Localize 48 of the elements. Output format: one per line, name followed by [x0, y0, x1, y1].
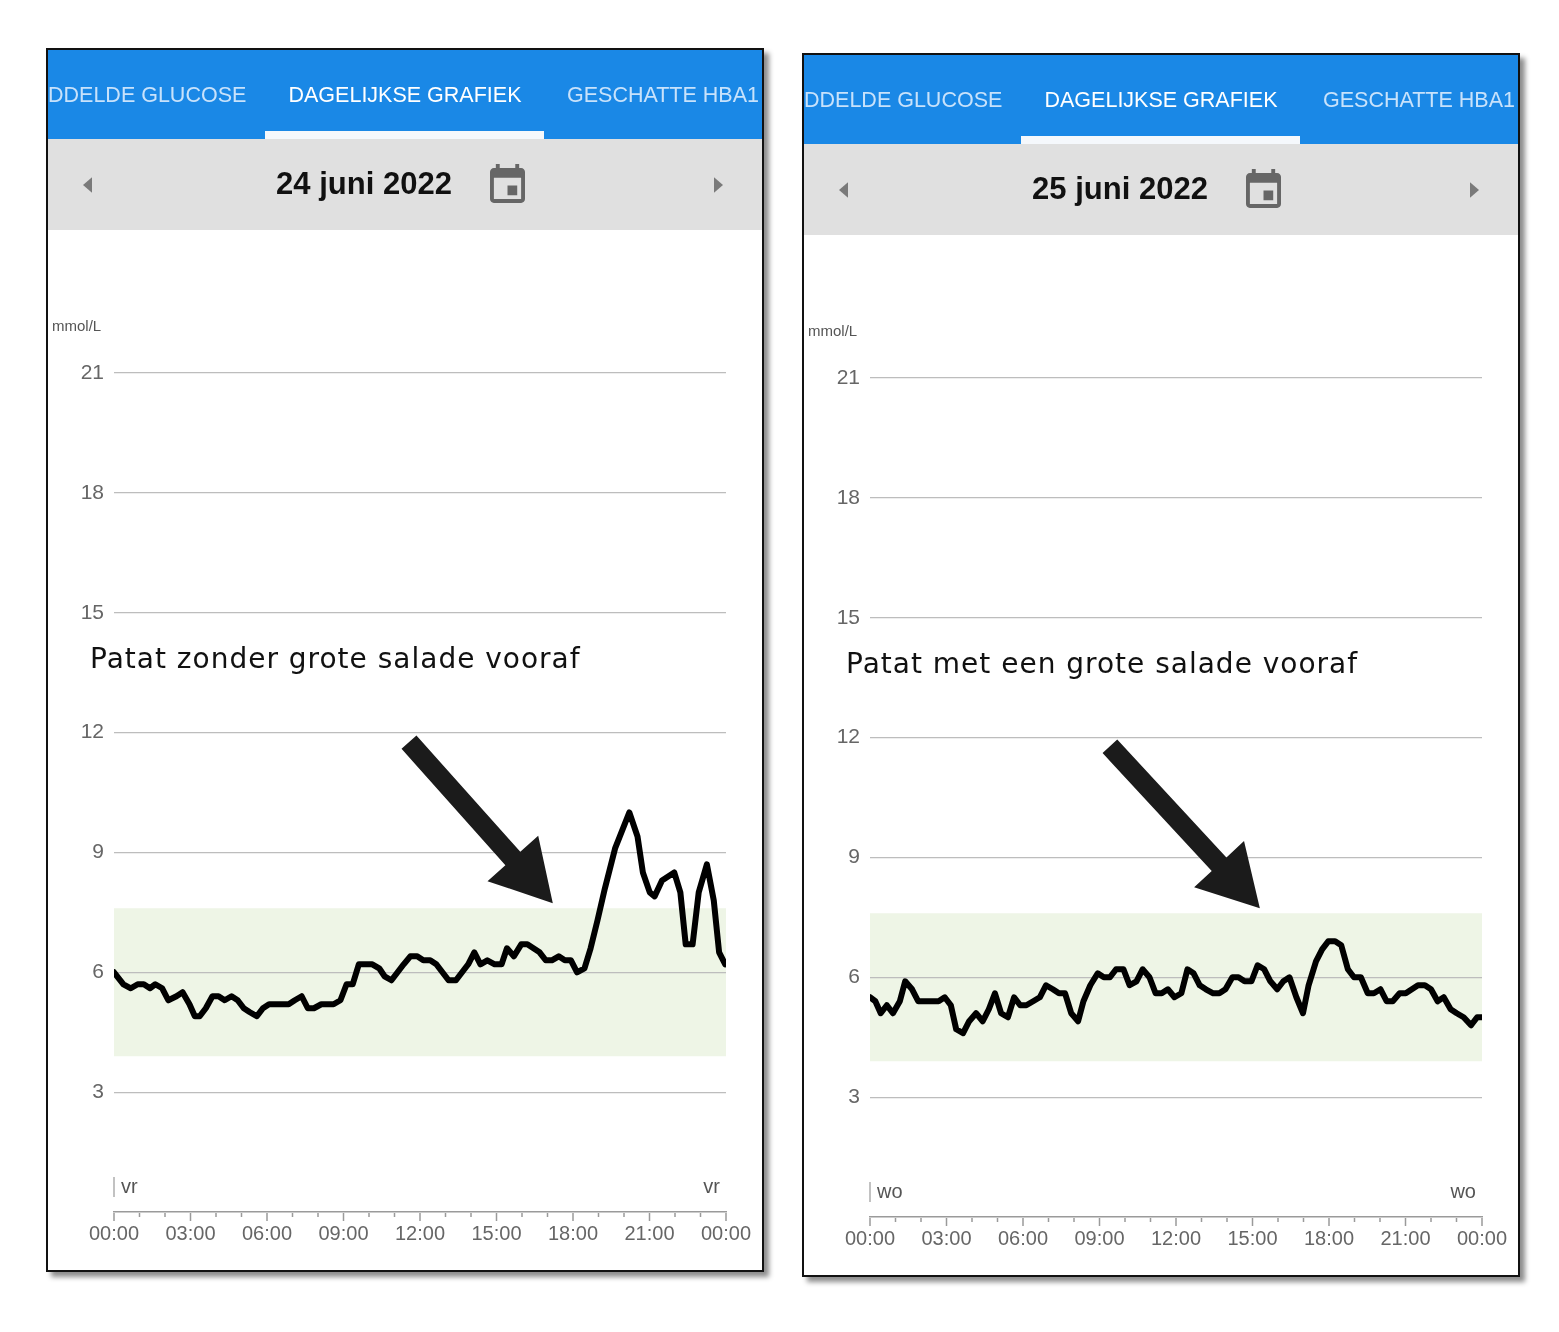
- x-tick-label: 00:00: [1456, 1226, 1508, 1249]
- chart-title: 24 juni 2022: [276, 165, 452, 203]
- x-tick-label: 21:00: [1380, 1226, 1431, 1249]
- x-tick-label: 00:00: [844, 1226, 896, 1249]
- text: DDELDE GLUCOSE: [804, 88, 1003, 112]
- annotation: wo: [876, 1179, 903, 1202]
- y-axis-title: mmol/L: [52, 317, 102, 335]
- y-tick-label: 9: [92, 839, 104, 863]
- annotation: wo: [1449, 1179, 1476, 1202]
- x-tick-label: 18:00: [547, 1221, 599, 1244]
- x-tick-label: 09:00: [1074, 1226, 1125, 1249]
- y-tick-label: 6: [848, 964, 860, 988]
- y-tick-label: 18: [836, 484, 860, 508]
- y-tick-label: 15: [80, 599, 104, 623]
- y-tick-label: 12: [80, 719, 104, 743]
- x-tick-label: 21:00: [624, 1221, 675, 1244]
- x-tick-label: 00:00: [700, 1221, 752, 1244]
- annotation: vr: [121, 1174, 138, 1197]
- x-tick-label: 09:00: [318, 1221, 369, 1244]
- y-tick-label: 18: [80, 479, 104, 503]
- text: DAGELIJKSE GRAFIEK: [288, 83, 522, 107]
- y-tick-label: 3: [848, 1083, 860, 1107]
- y-tick-label: 21: [80, 359, 104, 383]
- x-tick-label: 06:00: [997, 1226, 1049, 1249]
- annotation: Patat met een grote salade vooraf: [846, 647, 1359, 681]
- x-tick-label: 15:00: [1227, 1226, 1278, 1249]
- annotation: vr: [703, 1174, 721, 1197]
- y-tick-label: 3: [92, 1078, 104, 1102]
- x-tick-label: 03:00: [921, 1226, 972, 1249]
- x-tick-label: 18:00: [1303, 1226, 1355, 1249]
- text: GESCHATTE HBA1: [567, 83, 759, 107]
- y-tick-label: 12: [836, 724, 860, 748]
- x-tick-label: 06:00: [241, 1221, 293, 1244]
- y-tick-label: 15: [836, 604, 860, 628]
- chart-title: 25 juni 2022: [1032, 170, 1208, 208]
- y-tick-label: 6: [92, 959, 104, 983]
- x-tick-label: 00:00: [88, 1221, 140, 1244]
- x-tick-label: 15:00: [471, 1221, 522, 1244]
- x-tick-label: 12:00: [1150, 1226, 1202, 1249]
- text: DAGELIJKSE GRAFIEK: [1044, 88, 1278, 112]
- x-tick-label: 12:00: [394, 1221, 446, 1244]
- y-axis-title: mmol/L: [808, 322, 858, 340]
- annotation: Patat zonder grote salade vooraf: [90, 642, 581, 676]
- y-tick-label: 9: [848, 844, 860, 868]
- x-tick-label: 03:00: [165, 1221, 216, 1244]
- text: GESCHATTE HBA1: [1323, 88, 1515, 112]
- text: DDELDE GLUCOSE: [48, 83, 247, 107]
- y-tick-label: 21: [836, 364, 860, 388]
